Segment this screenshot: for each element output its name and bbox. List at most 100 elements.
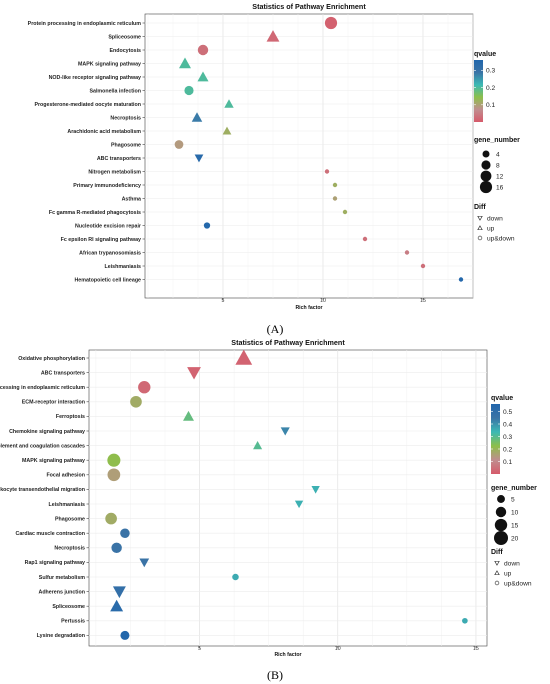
y-tick-label: Sulfur metabolism <box>39 575 85 581</box>
data-point <box>224 99 234 108</box>
legend-size-marker <box>493 530 509 546</box>
data-point <box>138 381 151 394</box>
data-point <box>194 154 204 163</box>
legend-diff-title: Diff <box>491 549 503 556</box>
y-tick-label: Protein processing in endoplasmic reticu… <box>28 21 142 27</box>
legend-size-label: 10 <box>511 509 519 516</box>
legend-diff-marker <box>477 235 483 241</box>
y-tick-label: Progesterone-mediated oocyte maturation <box>34 102 141 108</box>
legend-diff-label: up <box>504 570 512 577</box>
y-tick-label: Oxidative phosphorylation <box>18 356 85 362</box>
data-point <box>120 528 130 538</box>
legend-size-marker <box>495 506 507 518</box>
data-point <box>404 250 410 255</box>
legend-qvalue-label: 0.2 <box>486 85 495 92</box>
panel-b-caption: (B) <box>267 668 283 682</box>
y-tick-label: Spliceosome <box>52 604 85 610</box>
y-tick-label: MAPK signaling pathway <box>22 458 85 464</box>
legend-size-marker <box>481 160 491 170</box>
y-tick-label: Leishmaniasis <box>48 502 85 508</box>
y-tick-label: Spliceosome <box>108 34 141 40</box>
legend-qvalue-label: 0.3 <box>486 68 495 75</box>
legend-size-label: 20 <box>511 535 519 542</box>
legend-diff-marker <box>477 215 483 221</box>
legend-qvalue-bar <box>474 60 483 122</box>
legend-qvalue-label: 0.3 <box>503 434 512 441</box>
legend-qvalue-title: qvalue <box>491 395 513 402</box>
chart-panel-a: Statistics of Pathway Enrichment 5 10 15 Ric… <box>28 2 521 311</box>
legend-diff-label: up <box>487 225 495 232</box>
y-tick-label: Necroptosis <box>110 115 141 121</box>
data-point <box>458 277 464 282</box>
y-tick-label: Pertussis <box>61 619 85 625</box>
y-tick-label: ABC transporters <box>41 370 85 376</box>
data-point <box>324 16 338 30</box>
data-point <box>232 573 239 581</box>
legend-diff-title: Diff <box>474 204 486 211</box>
legend-size-label: 5 <box>511 496 515 503</box>
x-tick-label: 15 <box>420 298 426 304</box>
data-point <box>253 441 263 450</box>
y-tick-label: Nucleotide excision repair <box>75 223 141 229</box>
legend-diff-marker <box>494 580 500 586</box>
data-point <box>110 599 124 612</box>
legend-qvalue-title: qvalue <box>474 51 496 58</box>
legend-size-label: 12 <box>496 173 504 180</box>
y-tick-label: ABC transporters <box>97 156 141 162</box>
y-tick-label: Leishmaniasis <box>104 264 141 270</box>
legend-diff-marker <box>494 560 500 566</box>
data-point <box>332 182 338 188</box>
data-point <box>342 209 348 215</box>
data-point <box>294 500 304 509</box>
legend-qvalue-label: 0.5 <box>503 409 512 416</box>
y-tick-label: Complement and coagulation cascades <box>0 443 85 449</box>
legend-size-marker <box>494 518 508 532</box>
y-tick-label: Fc epsilon RI signaling pathway <box>61 237 141 243</box>
data-point <box>311 486 320 494</box>
y-tick-label: Nitrogen metabolism <box>88 169 141 175</box>
y-tick-label: Protein processing in endoplasmic reticu… <box>0 385 85 391</box>
chart-panel-b: Statistics of Pathway Enrichment 5 10 15 Ric… <box>0 338 537 658</box>
y-tick-label: Endocytosis <box>110 48 142 54</box>
plot-area <box>88 349 488 647</box>
data-point <box>107 453 121 467</box>
legend-qvalue-label: 0.2 <box>503 446 512 453</box>
legend-size-marker <box>480 170 492 182</box>
legend-gene-number-title: gene_number <box>474 137 520 144</box>
data-point <box>462 617 468 624</box>
data-point <box>235 349 253 365</box>
y-tick-label: Phagosome <box>111 142 141 148</box>
chart-title: Statistics of Pathway Enrichment <box>252 2 366 11</box>
legend-diff-label: down <box>487 215 503 222</box>
y-tick-label: Necroptosis <box>54 546 85 552</box>
data-point <box>107 468 121 482</box>
y-tick-label: African trypanosomiasis <box>79 250 141 256</box>
x-tick-label: 5 <box>222 298 225 304</box>
y-tick-label: MAPK signaling pathway <box>78 61 141 67</box>
data-point <box>280 427 290 436</box>
legend-qvalue-bar <box>491 404 500 474</box>
data-point <box>130 395 142 408</box>
y-tick-label: Ferroptosis <box>56 414 85 420</box>
data-point <box>197 44 209 56</box>
legend-diff-marker <box>477 225 483 231</box>
y-tick-label: Leukocyte transendothelial migration <box>0 487 85 493</box>
data-point <box>332 196 338 201</box>
data-point <box>420 263 426 269</box>
y-tick-label: Lysine degradation <box>37 633 85 639</box>
x-tick-label: 10 <box>335 646 341 652</box>
x-axis-title: Rich factor <box>274 652 301 658</box>
legend-qvalue-label: 0.1 <box>486 102 495 109</box>
chart-title: Statistics of Pathway Enrichment <box>231 338 345 347</box>
data-point <box>120 630 130 640</box>
y-tick-label: Phagosome <box>55 516 85 522</box>
y-tick-label: Salmonella infection <box>89 88 141 94</box>
legend-size-marker <box>497 495 505 503</box>
data-point <box>197 71 209 82</box>
legend-gene-number-title: gene_number <box>491 485 537 492</box>
data-point <box>105 512 117 525</box>
y-tick-label: Hematopoietic cell lineage <box>74 277 141 283</box>
data-point <box>362 236 368 242</box>
legend-size-label: 8 <box>496 162 500 169</box>
